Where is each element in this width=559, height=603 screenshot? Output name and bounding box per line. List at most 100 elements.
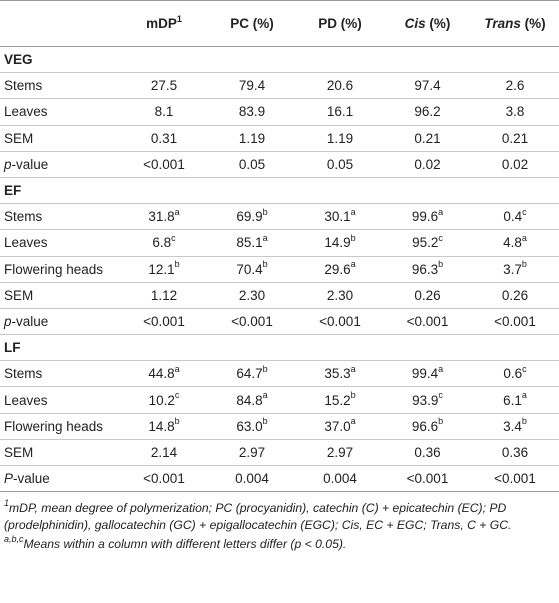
- table-cell: 0.02: [471, 151, 559, 178]
- data-table-container: mDP1 PC (%) PD (%) Cis (%) Trans (%) VEG Stem…: [0, 0, 559, 493]
- cell-value: <0.001: [231, 313, 273, 329]
- cell-value: <0.001: [406, 471, 449, 487]
- table-cell: 99.4a: [384, 360, 471, 388]
- significance-letter: b: [174, 259, 180, 270]
- significance-letter: a: [262, 390, 268, 401]
- table-cell: 0.36: [384, 439, 471, 467]
- column-header: PC (%): [208, 0, 296, 47]
- significance-letter: b: [262, 416, 268, 427]
- header-row: mDP1 PC (%) PD (%) Cis (%) Trans (%): [0, 0, 559, 47]
- cell-value: 20.6: [326, 78, 354, 94]
- cell-value: 30.1: [324, 209, 351, 225]
- cell-value: 95.2: [412, 235, 439, 251]
- significance-letter: c: [171, 232, 176, 243]
- table-cell: <0.001: [120, 465, 208, 493]
- cell-value: 96.6: [411, 418, 439, 434]
- cell-value: 3.4: [503, 418, 522, 434]
- cell-value: 99.6: [411, 209, 439, 225]
- table-cell: 2.97: [208, 439, 296, 467]
- cell-value: 0.02: [501, 156, 529, 172]
- table-row: SEM 1.12 2.30 2.30 0.26 0.26: [0, 282, 559, 309]
- cell-value: 2.97: [238, 444, 266, 460]
- column-header: mDP1: [120, 0, 208, 47]
- table-cell: <0.001: [471, 308, 559, 336]
- significance-letter: b: [262, 206, 268, 217]
- cell-value: 2.30: [238, 287, 266, 303]
- table-row: Leaves 8.1 83.9 16.1 96.2 3.8: [0, 98, 559, 126]
- table-cell: 3.7b: [471, 256, 559, 283]
- table-row: p-value <0.001 0.05 0.05 0.02 0.02: [0, 151, 559, 178]
- table-cell: 95.2c: [384, 229, 471, 257]
- significance-letter: c: [438, 232, 443, 243]
- table-cell: 20.6: [296, 72, 384, 100]
- cell-value: 85.1: [236, 235, 263, 251]
- cell-value: 64.7: [236, 366, 263, 382]
- table-row: Stems 27.5 79.4 20.6 97.4 2.6: [0, 72, 559, 100]
- cell-value: 84.8: [236, 392, 263, 408]
- table-row: P-value <0.001 0.004 0.004 <0.001 <0.001: [0, 465, 559, 493]
- cell-value: 1.19: [238, 130, 266, 146]
- significance-letter: b: [350, 390, 356, 401]
- table-row: Flowering heads 14.8b 63.0b 37.0a 96.6b 3.4b: [0, 413, 559, 440]
- cell-value: 10.2: [148, 392, 175, 408]
- table-cell: 96.3b: [384, 256, 471, 283]
- table-cell: 12.1b: [120, 256, 208, 283]
- row-label: Leaves: [0, 98, 120, 126]
- table-row: Flowering heads 12.1b 70.4b 29.6a 96.3b 3.7b: [0, 256, 559, 283]
- table-row: Leaves 6.8c 85.1a 14.9b 95.2c 4.8a: [0, 229, 559, 257]
- footnotes: 1mDP, mean degree of polymerization; PC …: [0, 492, 559, 553]
- cell-value: 31.8: [148, 209, 175, 225]
- significance-letter: a: [350, 416, 356, 427]
- cell-value: 0.004: [235, 471, 269, 487]
- cell-value: 44.8: [148, 366, 175, 382]
- cell-value: 69.9: [236, 209, 263, 225]
- significance-letter: b: [262, 363, 268, 374]
- significance-letter: b: [350, 232, 356, 243]
- cell-value: 0.05: [326, 156, 354, 172]
- table-cell: 3.8: [471, 98, 559, 126]
- column-header: PD (%): [296, 0, 384, 47]
- table-cell: 27.5: [120, 72, 208, 100]
- column-header-text: PC (%): [230, 16, 274, 31]
- table-cell: 63.0b: [208, 413, 296, 440]
- row-label-italic: P: [4, 471, 14, 487]
- significance-letter: a: [521, 390, 527, 401]
- significance-letter: b: [438, 259, 444, 270]
- table-cell: 97.4: [384, 72, 471, 100]
- footnote-marker: a,b,c: [4, 534, 24, 545]
- significance-letter: c: [522, 363, 527, 374]
- table-cell: <0.001: [384, 465, 471, 493]
- section-title: VEG: [0, 46, 559, 74]
- cell-value: 2.30: [326, 287, 354, 303]
- cell-value: 0.26: [501, 287, 529, 303]
- cell-value: 1.12: [150, 287, 178, 303]
- table-cell: 0.004: [208, 465, 296, 493]
- table-cell: 0.21: [384, 125, 471, 152]
- significance-letter: a: [350, 259, 356, 270]
- cell-value: 0.05: [238, 156, 266, 172]
- row-label: P-value: [0, 465, 120, 493]
- table-cell: 3.4b: [471, 413, 559, 440]
- table-cell: 44.8a: [120, 360, 208, 388]
- cell-value: 0.4: [503, 209, 523, 225]
- significance-letter: a: [350, 206, 356, 217]
- row-label: Leaves: [0, 386, 120, 414]
- table-row: SEM 2.14 2.97 2.97 0.36 0.36: [0, 439, 559, 467]
- table-cell: 1.19: [296, 125, 384, 152]
- row-label-text: -value: [13, 471, 50, 487]
- cell-value: 0.31: [150, 130, 178, 146]
- column-header: Cis (%): [384, 0, 471, 47]
- cell-value: 99.4: [411, 366, 439, 382]
- significance-letter: a: [438, 206, 444, 217]
- section-header-row: LF: [0, 334, 559, 362]
- cell-value: 93.9: [412, 392, 439, 408]
- cell-value: 0.36: [414, 444, 441, 460]
- cell-value: 70.4: [236, 261, 263, 277]
- table-cell: 0.004: [296, 465, 384, 493]
- footnote-text: mDP, mean degree of polymerization; PC (…: [4, 501, 512, 533]
- cell-value: 0.21: [501, 130, 529, 146]
- cell-value: 3.8: [505, 104, 525, 120]
- cell-value: 0.004: [323, 471, 357, 487]
- data-table: mDP1 PC (%) PD (%) Cis (%) Trans (%) VEG Stem…: [0, 0, 559, 493]
- row-label: Flowering heads: [0, 413, 120, 440]
